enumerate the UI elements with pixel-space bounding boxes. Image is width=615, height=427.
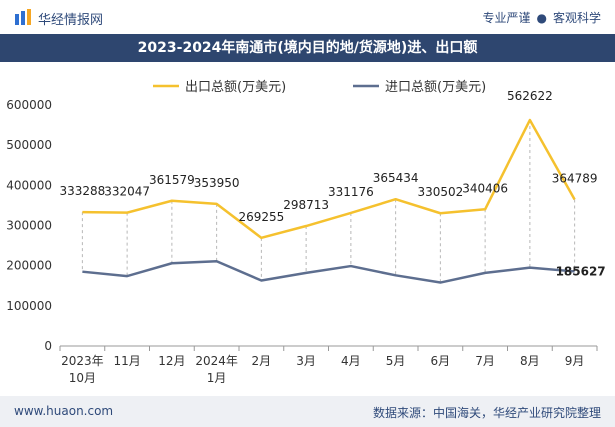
tagline-right: 客观科学 <box>552 11 601 25</box>
y-tick-label: 0 <box>44 339 52 353</box>
top-bar: 华经情报网 专业严谨 ● 客观科学 <box>0 0 615 34</box>
dot-separator-icon: ● <box>536 11 547 25</box>
y-tick-label: 500000 <box>6 138 52 152</box>
export-data-label: 562622 <box>507 89 553 103</box>
x-tick-label: 4月 <box>341 354 361 368</box>
footer-bar <box>0 396 615 427</box>
x-tick-label: 8月 <box>520 354 540 368</box>
y-tick-label: 100000 <box>6 299 52 313</box>
huajing-logo-icon <box>15 9 31 25</box>
legend-label-1: 进口总额(万美元) <box>385 80 486 95</box>
export-data-label: 353950 <box>194 176 240 190</box>
import-series-line <box>82 259 575 284</box>
export-data-label: 332047 <box>104 185 150 199</box>
x-tick-label: 3月 <box>296 354 316 368</box>
x-tick-label: 6月 <box>431 354 451 368</box>
export-data-label: 340406 <box>462 181 508 195</box>
export-series-line <box>82 118 576 240</box>
export-data-label: 364789 <box>552 171 598 185</box>
x-tick-label: 2月 <box>252 354 272 368</box>
y-tick-label: 300000 <box>6 219 52 233</box>
brand-name: 华经情报网 <box>38 13 104 28</box>
export-data-label: 365434 <box>373 171 419 185</box>
x-tick-label: 7月 <box>475 354 495 368</box>
title-bar <box>0 34 615 62</box>
y-tick-label: 200000 <box>6 259 52 273</box>
website-link[interactable]: www.huaon.com <box>14 404 114 418</box>
export-data-label: 330502 <box>417 185 463 199</box>
y-tick-label: 400000 <box>6 178 52 192</box>
tagline: 专业严谨 ● 客观科学 <box>482 9 601 26</box>
x-tick-label: 10月 <box>69 371 96 385</box>
tagline-left: 专业严谨 <box>482 11 531 25</box>
line-chart: 出口总额(万美元) 进口总额(万美元) 0 100000 200000 300000 400… <box>6 80 606 385</box>
x-tick-label: 9月 <box>565 354 585 368</box>
x-tick-label: 12月 <box>158 354 185 368</box>
x-tick-label: 2024年 <box>195 354 238 368</box>
x-tick-label: 2023年 <box>61 354 104 368</box>
x-tick-label: 1月 <box>207 371 227 385</box>
x-tick-label: 5月 <box>386 354 406 368</box>
export-data-label: 331176 <box>328 185 374 199</box>
y-tick-label: 600000 <box>6 98 52 112</box>
export-data-label: 361579 <box>149 173 195 187</box>
import-data-label: 185627 <box>556 264 606 278</box>
data-source-note: 数据来源：中国海关，华经产业研究院整理 <box>372 406 601 420</box>
legend-label-0: 出口总额(万美元) <box>185 80 286 95</box>
x-tick-label: 11月 <box>113 354 140 368</box>
chart-title: 2023-2024年南通市(境内目的地/货源地)进、出口额 <box>137 40 478 56</box>
export-data-label: 333288 <box>59 184 105 198</box>
export-data-label: 269255 <box>238 210 284 224</box>
export-data-label: 298713 <box>283 198 329 212</box>
